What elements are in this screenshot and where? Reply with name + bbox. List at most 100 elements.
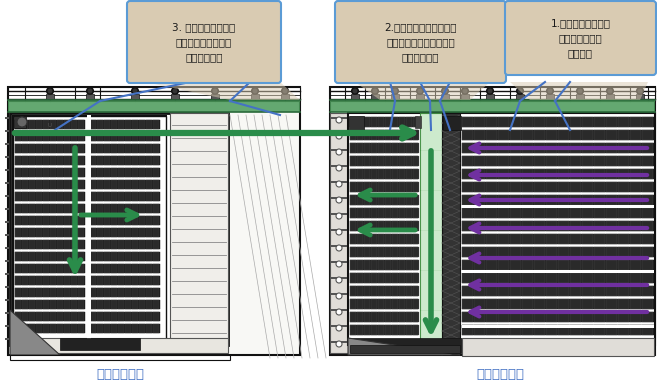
Bar [594,221,605,231]
Bar [442,113,460,348]
Bar [57,180,63,189]
Bar [341,277,347,279]
Bar [350,345,460,353]
Bar [570,221,581,231]
Bar [111,276,117,285]
Bar [139,204,145,213]
Bar [146,312,152,321]
Bar [462,130,473,140]
Bar [462,117,654,127]
Bar [474,130,485,140]
Bar [15,180,21,189]
Bar [64,216,70,225]
Bar [371,130,377,140]
Bar [29,156,35,165]
Circle shape [336,133,342,139]
Bar [498,208,509,218]
Bar [385,208,391,218]
Bar [486,169,497,179]
Bar [57,312,63,321]
Bar [97,156,103,165]
Bar [385,312,391,322]
Bar [90,300,160,309]
Bar [132,312,138,321]
Bar [22,192,28,201]
Bar [350,325,418,335]
Bar [64,324,70,333]
Bar [570,208,581,218]
Bar [90,264,96,273]
Bar [606,273,617,283]
Bar [43,132,49,141]
Bar [546,286,557,296]
Bar [57,144,63,153]
Bar [558,208,569,218]
Bar [90,204,160,213]
Bar [22,156,28,165]
Bar [50,216,56,225]
Bar [534,260,545,270]
Bar [146,216,152,225]
Bar [104,132,110,141]
Bar [399,169,405,179]
Bar [111,180,117,189]
Bar [642,182,653,192]
Bar [331,197,337,198]
Bar [50,168,56,177]
Bar [474,169,485,179]
Bar [357,299,363,309]
Bar [71,144,77,153]
Bar [510,156,521,166]
Bar [351,94,359,99]
Bar [510,286,521,296]
Bar [570,325,581,335]
Bar [125,312,131,321]
Bar [111,312,117,321]
Bar [618,260,629,270]
Bar [97,120,103,129]
Bar [462,195,654,205]
Bar [97,180,103,189]
Bar [582,247,593,257]
Circle shape [336,261,342,267]
Bar [462,270,654,273]
Bar [357,156,363,166]
Polygon shape [348,338,460,355]
Bar [50,156,56,165]
Bar [57,216,63,225]
Bar [5,273,9,275]
Bar [50,324,56,333]
Text: 2.整托通过前端拣选区自
动或人工拆垛，贴补货标
签，原箱上线: 2.整托通过前端拣选区自 动或人工拆垛，贴补货标 签，原箱上线 [384,22,457,62]
Bar [118,180,124,189]
Bar [522,312,533,322]
Bar [642,325,653,335]
Bar [558,234,569,244]
Bar [618,247,629,257]
Circle shape [87,88,93,95]
Circle shape [336,149,342,155]
Circle shape [606,88,614,95]
Bar [71,120,77,129]
Bar [371,221,377,231]
Bar [606,234,617,244]
Bar [15,264,21,273]
Bar [71,324,77,333]
Bar [350,221,418,231]
Bar [462,182,654,192]
Bar [146,324,152,333]
Bar [630,234,641,244]
Bar [486,273,497,283]
Bar [357,234,363,244]
Text: 3. 原箱通过输送线、
提升机输送到三、四
楼原箱存储区: 3. 原箱通过输送线、 提升机输送到三、四 楼原箱存储区 [172,22,236,62]
Bar [118,192,124,201]
Bar [97,132,103,141]
Bar [104,312,110,321]
Bar [630,182,641,192]
Bar [582,221,593,231]
Bar [43,120,49,129]
Bar [371,273,377,283]
Bar [331,181,337,182]
Bar [534,143,545,153]
Bar [43,228,49,237]
Bar [29,144,35,153]
